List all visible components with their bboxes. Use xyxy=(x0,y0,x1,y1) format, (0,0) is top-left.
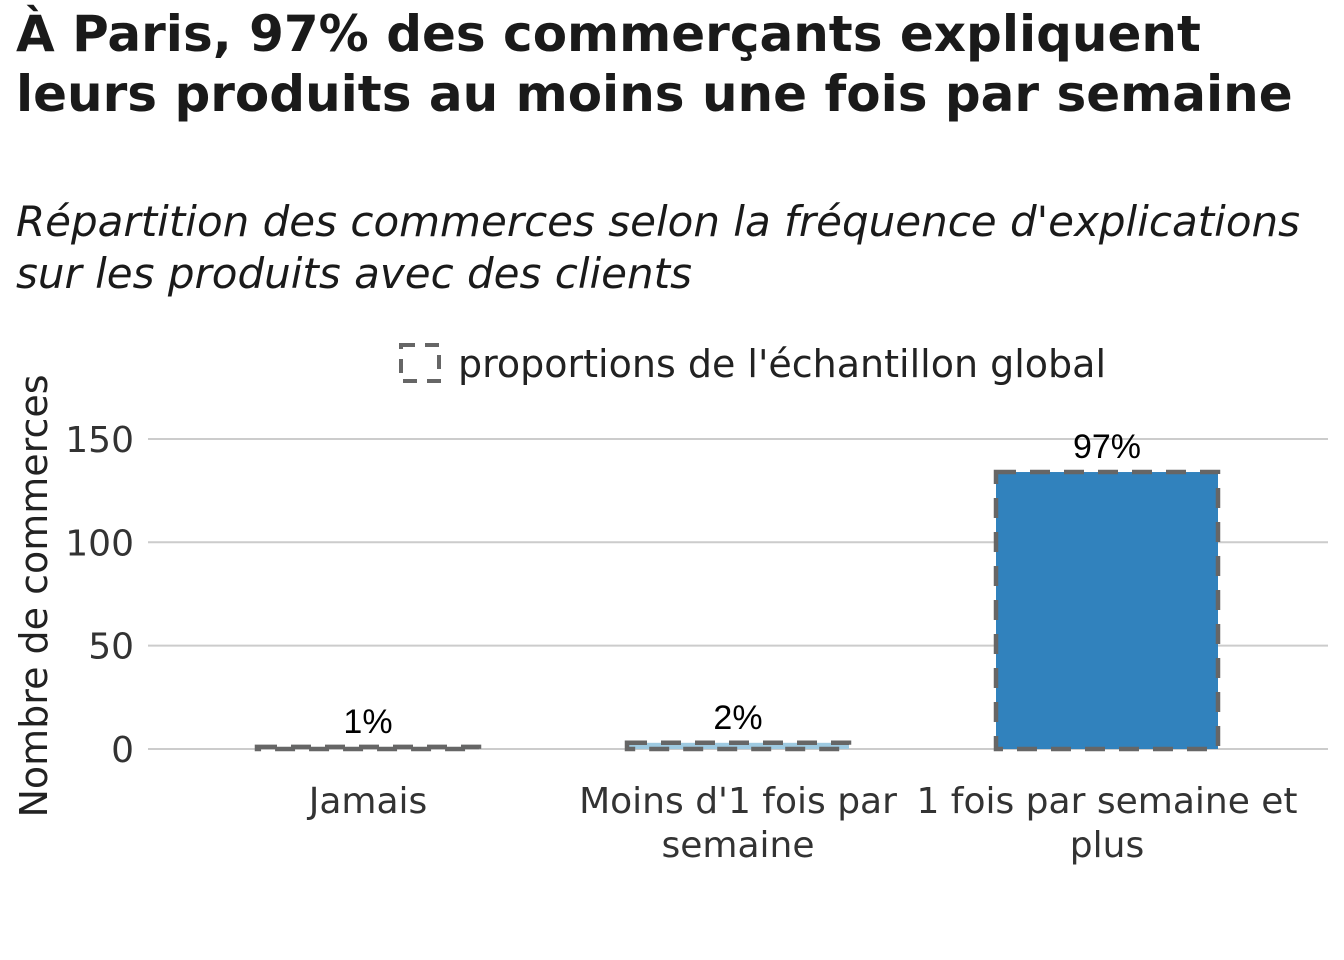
global-reference-outline xyxy=(624,740,852,752)
legend-label: proportions de l'échantillon global xyxy=(458,342,1106,386)
bar xyxy=(627,742,849,749)
chart-subtitle: Répartition des commerces selon la fréqu… xyxy=(16,197,1301,298)
x-category-label: semaine xyxy=(662,825,815,866)
bar-percent-label: 1% xyxy=(343,703,392,741)
y-axis-title: Nombre de commerces xyxy=(12,374,56,817)
y-tick-label: 50 xyxy=(88,627,134,668)
y-tick-label: 0 xyxy=(111,730,134,771)
y-tick-label: 150 xyxy=(65,420,134,461)
x-category-label: 1 fois par semaine et xyxy=(916,781,1297,822)
x-category-label: plus xyxy=(1070,825,1144,866)
legend-dashed-key xyxy=(399,343,441,383)
bar-percent-label: 97% xyxy=(1073,428,1141,466)
chart-title: À Paris, 97% des commerçants expliquent … xyxy=(16,5,1293,123)
x-category-label: Jamais xyxy=(307,781,428,822)
global-reference-outline xyxy=(993,469,1221,752)
bar xyxy=(996,472,1218,749)
x-category-label: Moins d'1 fois par xyxy=(579,781,897,822)
y-tick-label: 100 xyxy=(65,523,134,564)
bar-percent-label: 2% xyxy=(713,699,762,737)
global-reference-outline xyxy=(254,744,482,752)
